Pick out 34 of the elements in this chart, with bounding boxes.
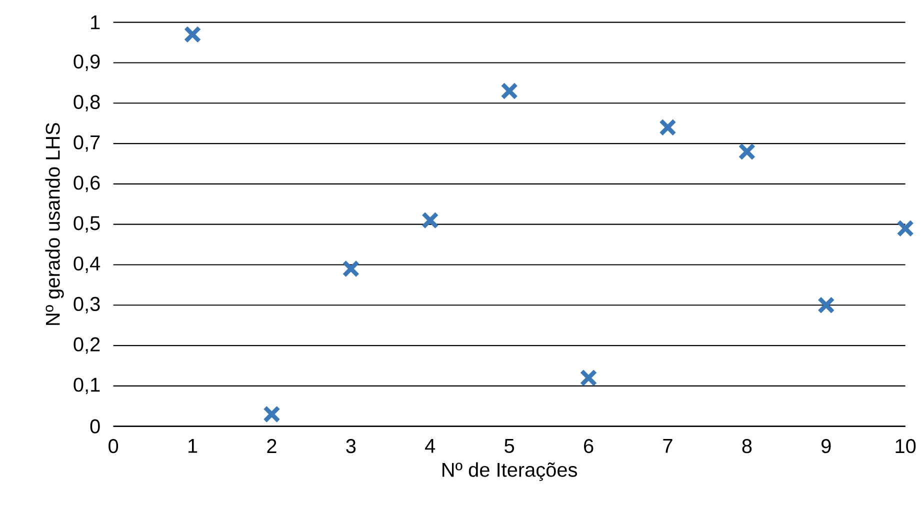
x-tick-label: 0: [108, 439, 118, 454]
point: [580, 369, 598, 387]
point: [184, 26, 202, 44]
x-axis-title: Nº de Iterações: [442, 462, 577, 481]
x-tick-label: 6: [584, 439, 594, 454]
point: [738, 142, 756, 160]
x-tick-label: 1: [188, 439, 198, 453]
y-tick-label: 0,6: [74, 176, 100, 192]
point: [500, 82, 518, 100]
y-tick-label: 0,4: [74, 256, 100, 273]
point: [817, 296, 835, 314]
point: [421, 212, 439, 230]
point: [659, 118, 676, 136]
y-tick-label: 1: [91, 15, 100, 30]
x-tick-label: 10: [896, 439, 916, 454]
x-tick-label: 2: [267, 439, 276, 453]
x-tick-label: 9: [822, 439, 831, 454]
y-tick-label: 0,1: [74, 378, 100, 394]
point: [896, 220, 914, 238]
y-tick-label: 0,9: [74, 54, 100, 71]
y-tick-label: 0,5: [74, 216, 100, 233]
y-tick-label: 0,8: [74, 94, 100, 112]
x-tick-label: 8: [742, 439, 752, 454]
y-tick-label: 0: [90, 419, 100, 434]
y-axis-title: Nº gerado usando LHS: [45, 123, 64, 325]
x-tick-label: 4: [425, 439, 436, 453]
x-tick-label: 7: [663, 439, 672, 453]
point: [263, 405, 280, 423]
y-tick-label: 0,3: [74, 296, 100, 314]
y-tick-label: 0,2: [74, 337, 100, 354]
point: [342, 260, 360, 278]
y-tick-label: 0,7: [74, 135, 100, 152]
x-tick-label: 5: [504, 439, 514, 453]
x-tick-label: 3: [346, 439, 356, 454]
